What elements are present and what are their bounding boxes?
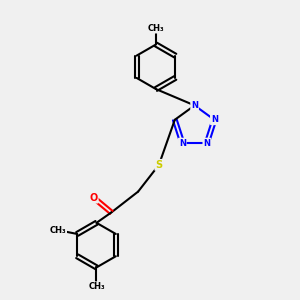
Text: O: O (89, 193, 98, 202)
Text: CH₃: CH₃ (148, 24, 164, 33)
Text: S: S (155, 160, 163, 170)
Text: N: N (191, 101, 198, 110)
Text: N: N (211, 115, 218, 124)
Text: N: N (203, 139, 210, 148)
Text: N: N (179, 139, 186, 148)
Text: CH₃: CH₃ (88, 282, 105, 291)
Text: CH₃: CH₃ (50, 226, 66, 236)
